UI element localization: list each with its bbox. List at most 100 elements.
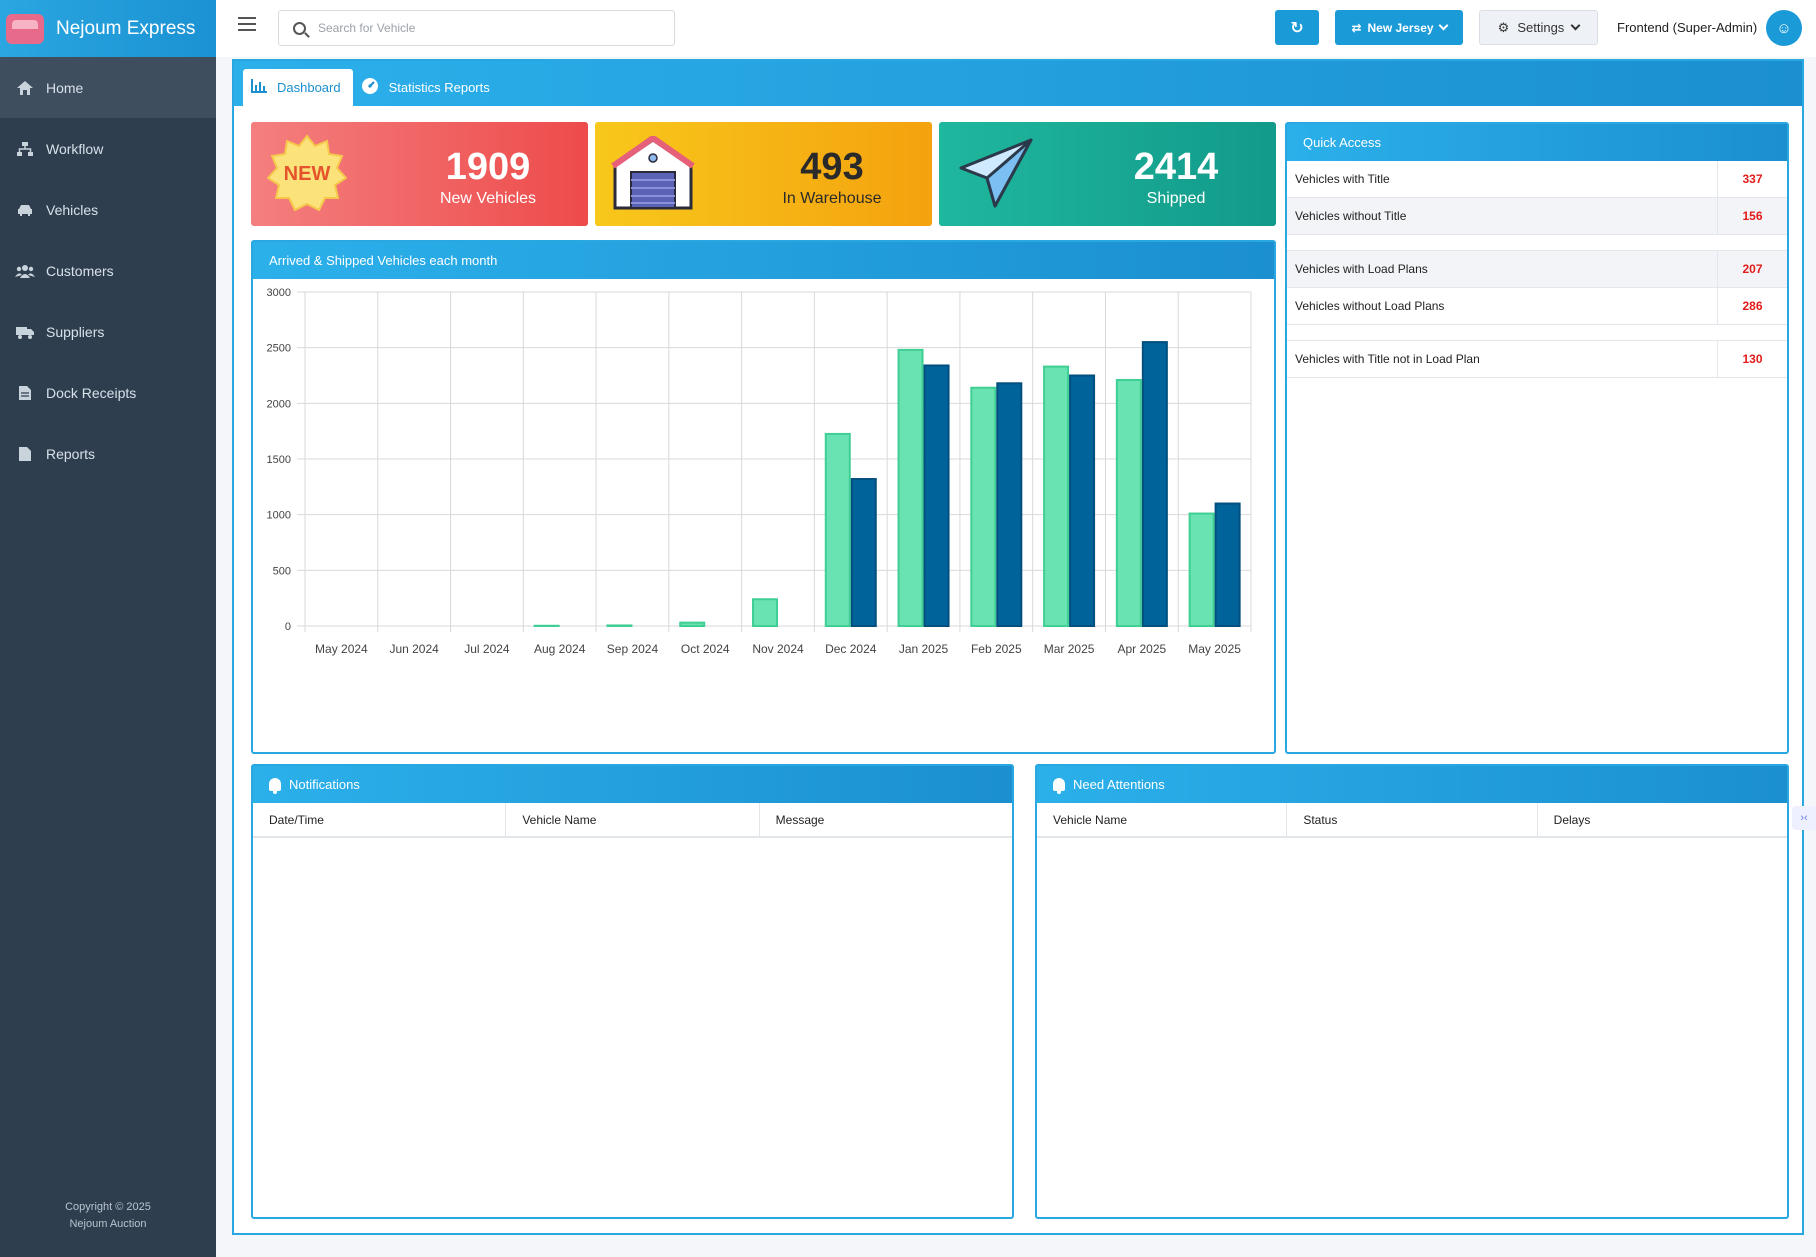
y-tick-label: 1500	[267, 454, 291, 466]
y-tick-label: 3000	[267, 287, 291, 299]
search-icon	[293, 21, 306, 35]
notifications-table-header: Date/Time Vehicle Name Message	[253, 803, 1012, 838]
paper-plane-icon	[959, 138, 1033, 208]
x-tick-label: Nov 2024	[752, 642, 804, 656]
sidebar-item-home[interactable]: Home	[0, 57, 216, 118]
file-icon	[14, 385, 36, 401]
refresh-button[interactable]: ↻	[1275, 10, 1319, 45]
column-header[interactable]: Status	[1287, 803, 1538, 836]
swap-icon: ⇄	[1351, 20, 1362, 35]
need-attentions-panel: Need Attentions Vehicle Name Status Dela…	[1035, 764, 1789, 1219]
x-tick-label: Dec 2024	[825, 642, 877, 656]
home-icon	[14, 80, 36, 96]
sidebar: Nejoum Express Home Workflow Vehicles Cu…	[0, 0, 216, 1257]
sidebar-item-dock-receipts[interactable]: Dock Receipts	[0, 362, 216, 423]
new-badge-text: NEW	[284, 163, 331, 185]
stat-card-in-warehouse[interactable]: 493 In Warehouse	[595, 122, 932, 226]
car-logo-icon	[6, 13, 44, 44]
users-icon	[14, 263, 36, 279]
quick-access-count: 130	[1717, 341, 1787, 377]
quick-access-row[interactable]: Vehicles with Load Plans 207	[1287, 251, 1787, 288]
quick-access-label: Vehicles with Title not in Load Plan	[1295, 352, 1480, 366]
bell-icon	[269, 778, 281, 794]
tab-bar: Dashboard Statistics Reports	[234, 61, 1802, 106]
quick-access-row[interactable]: Vehicles with Title 337	[1287, 161, 1787, 198]
menu-toggle-icon[interactable]	[238, 17, 256, 31]
y-tick-label: 0	[285, 621, 291, 633]
branch-select-button[interactable]: ⇄ New Jersey	[1335, 10, 1463, 45]
x-tick-label: Sep 2024	[607, 642, 659, 656]
panel-title: Notifications	[289, 777, 360, 792]
main-content: Dashboard Statistics Reports NEW 1909 Ne…	[232, 59, 1804, 1235]
quick-access-count: 156	[1717, 198, 1787, 234]
sidebar-item-label: Customers	[46, 262, 114, 279]
bar-shipped	[996, 382, 1023, 627]
column-header[interactable]: Vehicle Name	[1037, 803, 1288, 836]
sidebar-item-label: Vehicles	[46, 201, 99, 218]
gear-icon: ⚙	[1497, 19, 1510, 35]
x-tick-label: Feb 2025	[971, 642, 1022, 656]
x-tick-label: Jun 2024	[389, 642, 439, 656]
brand[interactable]: Nejoum Express	[0, 0, 216, 57]
chart-header: Arrived & Shipped Vehicles each month	[253, 242, 1274, 279]
bar-chart: 0 500 1000 1500 2000 2500 3000 May 2024 Jun 2024…	[267, 287, 1252, 656]
car-icon	[14, 202, 36, 218]
stat-card-new-vehicles[interactable]: NEW 1909 New Vehicles	[251, 122, 588, 226]
quick-access-row[interactable]: Vehicles without Load Plans 286	[1287, 288, 1787, 325]
tab-statistics-reports[interactable]: Statistics Reports	[353, 69, 502, 106]
search-input[interactable]	[318, 21, 638, 35]
truck-icon	[14, 324, 36, 340]
x-tick-label: Mar 2025	[1044, 642, 1095, 656]
stat-value: 2414	[1133, 146, 1219, 188]
branch-label: New Jersey	[1367, 20, 1434, 35]
stat-card-shipped[interactable]: 2414 Shipped	[939, 122, 1276, 226]
need-attentions-header: Need Attentions	[1037, 766, 1787, 803]
column-header[interactable]: Delays	[1553, 812, 1591, 827]
panel-title: Quick Access	[1303, 135, 1382, 150]
column-header[interactable]: Date/Time	[253, 803, 507, 836]
bar-arrived	[970, 386, 997, 627]
user-cog-icon: ☺	[1776, 19, 1792, 37]
chart-panel: Arrived & Shipped Vehicles each month 0 5…	[251, 240, 1276, 754]
column-header[interactable]: Vehicle Name	[506, 803, 760, 836]
bar-arrived	[752, 598, 778, 627]
sidebar-item-suppliers[interactable]: Suppliers	[0, 301, 216, 362]
quick-access-row[interactable]: Vehicles without Title 156	[1287, 198, 1787, 235]
side-toggle-tab[interactable]: ›‹	[1792, 806, 1816, 830]
bar-arrived	[679, 621, 706, 628]
x-tick-label: Apr 2025	[1117, 642, 1166, 656]
brand-title: Nejoum Express	[56, 17, 196, 39]
tab-label: Statistics Reports	[388, 80, 490, 95]
y-tick-label: 1000	[267, 510, 291, 522]
quick-access-label: Vehicles without Load Plans	[1295, 299, 1445, 313]
quick-access-row[interactable]: Vehicles with Title not in Load Plan 130	[1287, 341, 1787, 378]
sidebar-item-vehicles[interactable]: Vehicles	[0, 179, 216, 240]
sidebar-item-reports[interactable]: Reports	[0, 423, 216, 484]
x-tick-label: Jul 2024	[464, 642, 510, 656]
need-attentions-table-header: Vehicle Name Status Delays	[1037, 803, 1787, 838]
collapse-arrows-icon: ›‹	[1800, 812, 1808, 824]
sidebar-item-label: Workflow	[46, 140, 104, 157]
quick-access-count: 286	[1717, 288, 1787, 324]
column-header[interactable]: Message	[775, 812, 825, 827]
sitemap-icon	[14, 141, 36, 157]
document-icon	[14, 446, 36, 462]
topbar: ↻ ⇄ New Jersey ⚙ Settings Frontend (Supe…	[216, 0, 1816, 57]
copyright: Copyright © 2025 Nejoum Auction	[0, 1199, 216, 1233]
quick-access-count: 207	[1717, 251, 1787, 287]
new-badge-icon: NEW	[267, 134, 347, 212]
bar-arrived	[1188, 512, 1215, 627]
sidebar-item-customers[interactable]: Customers	[0, 240, 216, 301]
bar-shipped	[1214, 502, 1241, 628]
user-avatar[interactable]: ☺	[1766, 10, 1802, 46]
x-tick-label: Jan 2025	[899, 642, 949, 656]
bar-shipped	[1069, 374, 1096, 627]
tab-dashboard[interactable]: Dashboard	[243, 69, 353, 106]
y-tick-label: 2500	[267, 343, 291, 355]
settings-button[interactable]: ⚙ Settings	[1479, 10, 1598, 45]
bar-shipped	[850, 478, 877, 627]
quick-access-header: Quick Access	[1287, 124, 1787, 161]
user-name: Frontend (Super-Admin)	[1617, 20, 1758, 35]
sidebar-item-workflow[interactable]: Workflow	[0, 118, 216, 179]
sidebar-item-label: Home	[46, 79, 84, 96]
